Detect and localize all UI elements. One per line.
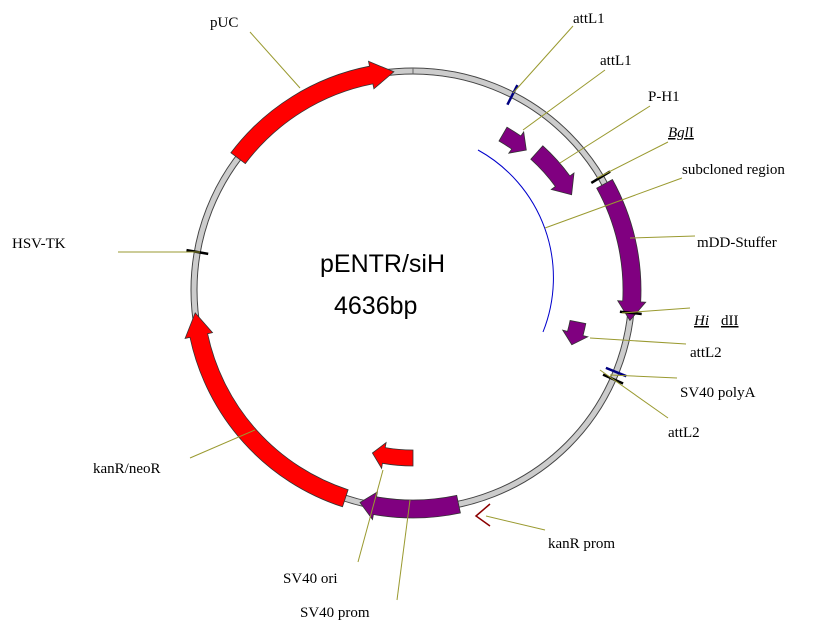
feature-arrow	[530, 145, 575, 196]
feature-arrow	[230, 60, 395, 165]
label: subcloned region	[682, 162, 785, 178]
leader	[629, 235, 696, 239]
label: attL2	[690, 345, 722, 361]
label: attL1	[573, 11, 605, 27]
kanr-prom-mark	[474, 503, 491, 527]
feature-arrow	[498, 126, 527, 154]
label: pUC	[210, 15, 238, 31]
label: Hi dII	[693, 313, 739, 329]
leader	[559, 105, 651, 164]
feature-arrow	[359, 491, 461, 521]
leader	[609, 374, 678, 379]
leader	[599, 369, 669, 419]
leader	[544, 177, 683, 229]
label: kanR prom	[548, 536, 615, 552]
feature-arrow	[371, 441, 414, 470]
leader	[249, 31, 301, 89]
label: attL1	[600, 53, 632, 69]
leader	[357, 469, 384, 563]
leader	[589, 337, 687, 345]
plasmid-size: 4636bp	[334, 292, 417, 320]
label: SV40 prom	[300, 605, 370, 621]
label: HSV-TK	[12, 236, 66, 252]
site-tick	[605, 366, 627, 378]
subcloned-arc	[477, 149, 554, 333]
leader	[621, 307, 691, 314]
plasmid-name: pENTR/siH	[320, 250, 445, 278]
label: SV40 ori	[283, 571, 338, 587]
label-part: dII	[721, 313, 739, 329]
site-tick	[506, 84, 519, 106]
leader	[189, 429, 256, 459]
leader	[522, 69, 606, 131]
label: BglI	[668, 125, 694, 141]
label: SV40 polyA	[680, 385, 756, 401]
label-part: Hi	[693, 313, 709, 329]
label: P-H1	[648, 89, 680, 105]
leader	[596, 141, 669, 179]
label: kanR/neoR	[93, 461, 161, 477]
leader	[485, 515, 546, 531]
label-part: Bgl	[668, 125, 689, 141]
feature-arrow	[561, 320, 589, 346]
feature-arrow	[596, 178, 647, 322]
leader	[512, 25, 574, 94]
leader	[396, 499, 411, 601]
leader-lines	[118, 25, 696, 601]
label: mDD-Stuffer	[697, 235, 777, 251]
label: attL2	[668, 425, 700, 441]
label-part: I	[689, 125, 694, 141]
shapes	[184, 60, 647, 521]
feature-arrow	[184, 312, 349, 508]
